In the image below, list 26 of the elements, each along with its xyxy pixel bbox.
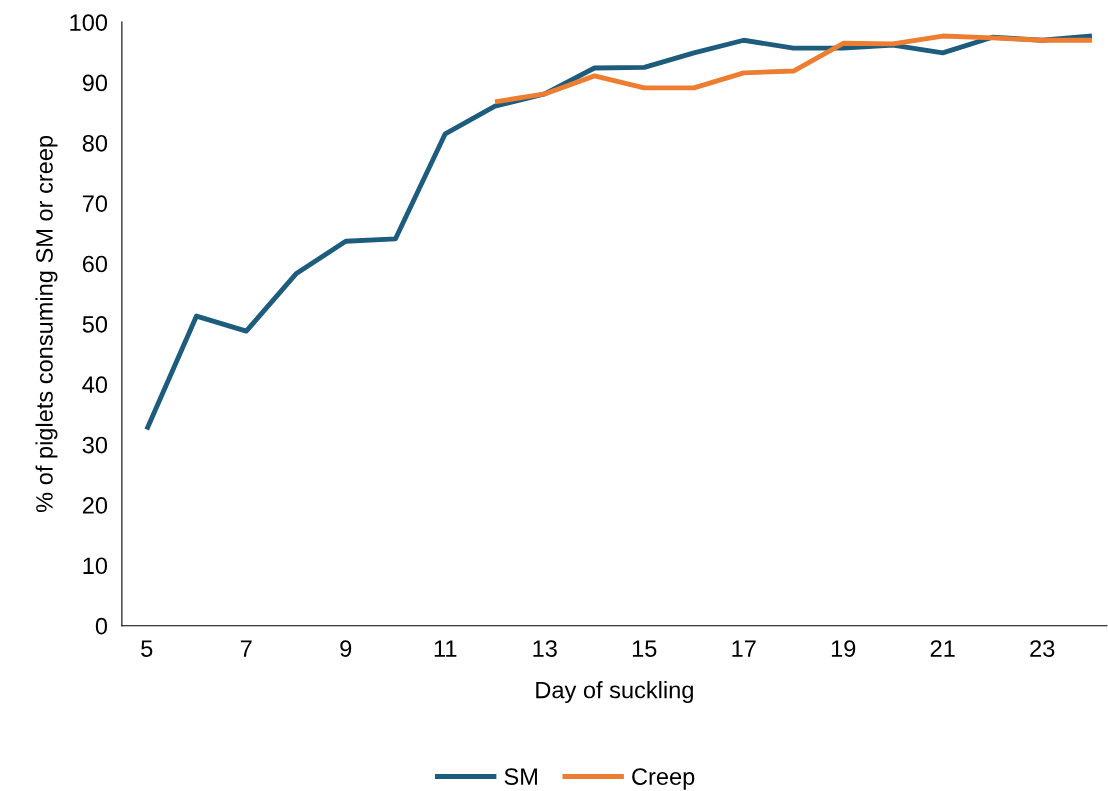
x-tick-label: 19 [831,640,856,657]
x-tick-label: 23 [1030,640,1055,657]
y-tick-label: 40 [82,376,108,394]
y-tick-label: 70 [82,195,108,212]
x-tick-label: 5 [141,640,153,657]
y-tick-label: 20 [82,497,108,514]
y-tick-label: 0 [95,617,108,635]
x-tick-label: 11 [434,640,457,657]
y-axis-title: % of piglets consuming SM or creep [35,135,58,513]
y-tick-label: 100 [70,14,108,31]
x-tick-label: 9 [340,640,352,657]
x-tick-label: 7 [240,640,252,657]
x-tick-label: 21 [930,640,955,657]
legend-label: Creep [632,768,695,790]
legend-label: SM [504,768,537,785]
y-tick-label: 60 [82,255,108,273]
x-tick-label: 13 [533,640,557,657]
y-tick-label: 10 [83,557,108,575]
x-tick-label: 17 [732,640,756,657]
y-tick-label: 30 [82,436,108,454]
x-axis-title: Day of suckling [536,681,693,704]
y-tick-label: 90 [82,74,108,92]
line-series [492,33,1095,105]
y-tick-label: 50 [82,315,108,333]
y-tick-label: 80 [82,134,108,152]
x-tick-label: 15 [632,640,657,657]
